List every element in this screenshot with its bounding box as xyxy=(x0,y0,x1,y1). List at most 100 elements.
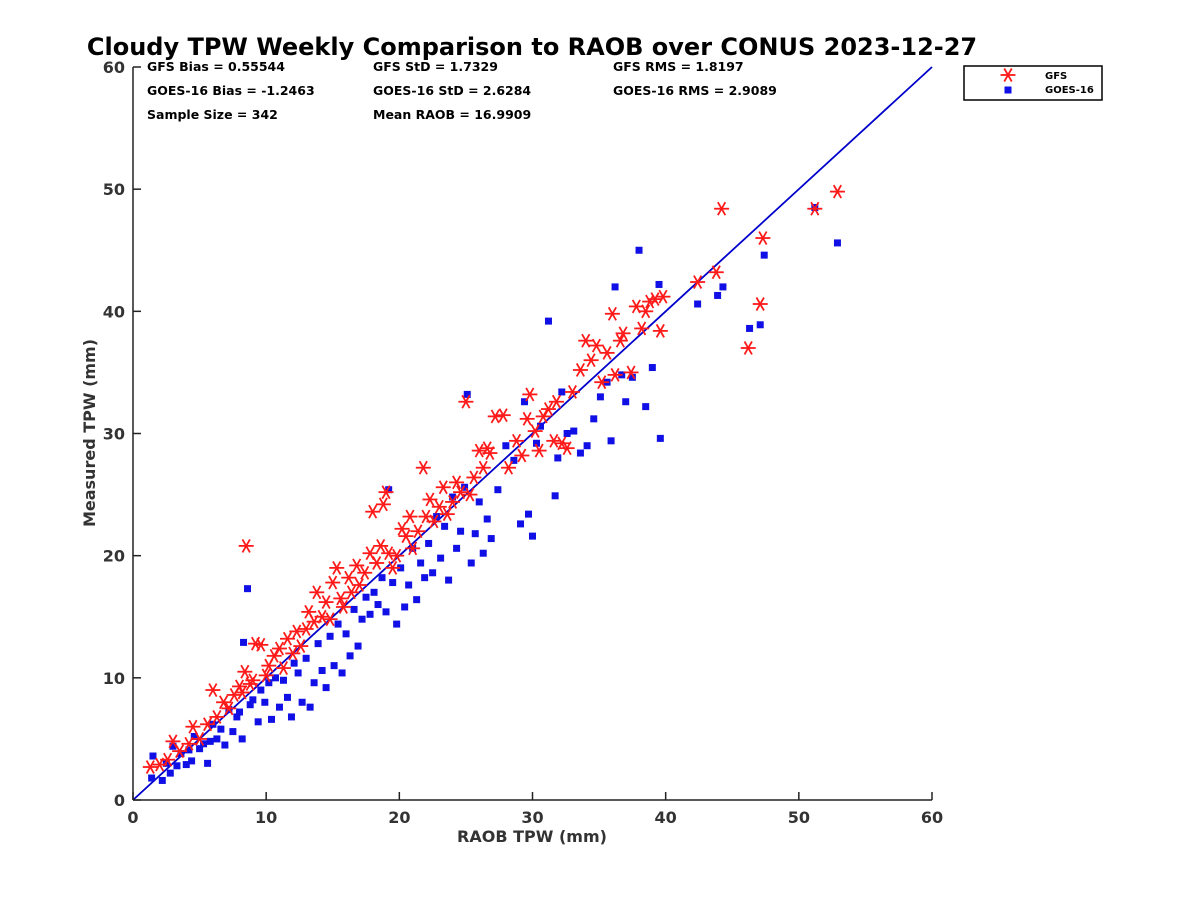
gfs-point xyxy=(369,556,385,570)
gfs-point xyxy=(298,622,314,636)
gfs-point xyxy=(238,538,254,553)
gfs-point xyxy=(509,433,525,448)
legend-goes16-label: GOES-16 xyxy=(1045,85,1094,96)
goes16-point xyxy=(246,701,254,709)
goes16-point xyxy=(648,364,656,372)
gfs-point xyxy=(357,565,373,580)
gfs-point xyxy=(752,297,768,311)
gfs-point xyxy=(209,709,225,724)
gfs-point xyxy=(216,695,232,710)
gfs-point xyxy=(333,591,349,606)
goes16-point xyxy=(607,437,615,445)
goes16-point xyxy=(622,398,630,406)
gfs-point xyxy=(309,585,325,600)
stats-block: GFS Bias = 0.55544 GFS StD = 1.7329 GFS RM… xyxy=(147,59,777,122)
goes16-point xyxy=(467,559,475,567)
x-tick-label: 30 xyxy=(521,808,543,827)
gfs-point xyxy=(329,560,345,575)
goes16-point xyxy=(148,774,156,782)
gfs-point xyxy=(740,341,756,355)
gfs-point xyxy=(487,409,503,424)
gfs-point xyxy=(426,514,442,529)
goes16-point xyxy=(694,300,702,308)
y-axis-label: Measured TPW (mm) xyxy=(80,339,99,527)
gfs-point xyxy=(548,394,564,409)
gfs-point xyxy=(578,333,594,348)
gfs-point xyxy=(314,609,330,624)
gfs-point xyxy=(285,646,301,661)
gfs-point xyxy=(522,387,538,402)
gfs-point xyxy=(466,470,482,485)
goes16-point xyxy=(421,574,429,582)
gfs-point xyxy=(583,353,599,368)
one-to-one-line xyxy=(132,66,933,801)
gfs-point xyxy=(527,424,543,439)
stat-line: GOES-16 RMS = 2.9089 xyxy=(613,83,777,98)
stat-line: GOES-16 StD = 2.6284 xyxy=(373,83,531,98)
gfs-point xyxy=(221,701,237,716)
goes16-point xyxy=(206,737,214,745)
gfs-point xyxy=(445,494,461,509)
x-axis-label: RAOB TPW (mm) xyxy=(457,827,607,846)
gfs-point xyxy=(271,641,287,656)
goes16-point xyxy=(236,708,244,716)
goes16-point xyxy=(429,569,437,577)
gfs-point xyxy=(607,367,623,382)
legend-gfs-label: GFS xyxy=(1045,71,1067,82)
y-tick-label: 30 xyxy=(103,425,125,444)
gfs-point xyxy=(453,485,469,500)
gfs-point xyxy=(594,375,610,390)
goes16-point xyxy=(261,698,269,706)
gfs-point xyxy=(398,529,414,544)
legend: GFS GOES-16 xyxy=(963,65,1103,101)
goes16-point xyxy=(413,596,421,604)
goes16-point xyxy=(166,769,174,777)
goes16-point xyxy=(405,581,413,589)
gfs-point xyxy=(462,487,478,502)
goes16-point xyxy=(449,493,457,501)
goes16-point xyxy=(354,642,362,650)
goes16-point xyxy=(445,576,453,584)
legend-gfs-marker xyxy=(1000,68,1016,82)
goes16-point xyxy=(714,291,722,299)
legend-box xyxy=(963,65,1103,101)
goes16-point xyxy=(275,703,283,711)
gfs-point xyxy=(634,321,650,336)
gfs-point xyxy=(604,306,620,321)
goes16-point xyxy=(382,608,390,616)
goes16-point xyxy=(334,620,342,628)
legend-square xyxy=(1004,86,1012,94)
stat-line: GFS RMS = 1.8197 xyxy=(613,59,744,74)
stat-line: GFS Bias = 0.55544 xyxy=(147,59,285,74)
goes16-point xyxy=(635,246,643,254)
goes16-point xyxy=(318,667,326,675)
gfs-point xyxy=(829,184,845,199)
goes16-point xyxy=(322,684,330,692)
gfs-point xyxy=(253,637,269,652)
x-tick-label: 0 xyxy=(127,808,138,827)
goes16-point xyxy=(366,610,374,618)
goes16-series xyxy=(148,203,841,784)
x-tick-labels: 0 10 20 30 40 50 60 xyxy=(127,808,943,827)
goes16-point xyxy=(221,741,229,749)
gfs-point xyxy=(258,668,274,683)
goes16-point xyxy=(350,605,358,613)
goes16-point xyxy=(306,703,314,711)
gfs-point xyxy=(535,409,551,424)
goes16-point xyxy=(554,454,562,462)
goes16-point xyxy=(475,498,483,506)
y-tick-label: 0 xyxy=(114,791,125,810)
goes16-point xyxy=(298,698,306,706)
x-tick-label: 40 xyxy=(655,808,677,827)
goes16-point xyxy=(590,415,598,423)
goes16-point xyxy=(158,776,166,784)
goes16-point xyxy=(213,735,221,743)
gfs-point xyxy=(475,460,491,475)
gfs-point xyxy=(449,475,465,490)
gfs-point xyxy=(172,744,188,759)
gfs-point xyxy=(375,497,391,512)
goes16-point xyxy=(611,283,619,291)
gfs-point xyxy=(623,365,639,380)
gfs-point xyxy=(531,443,547,458)
